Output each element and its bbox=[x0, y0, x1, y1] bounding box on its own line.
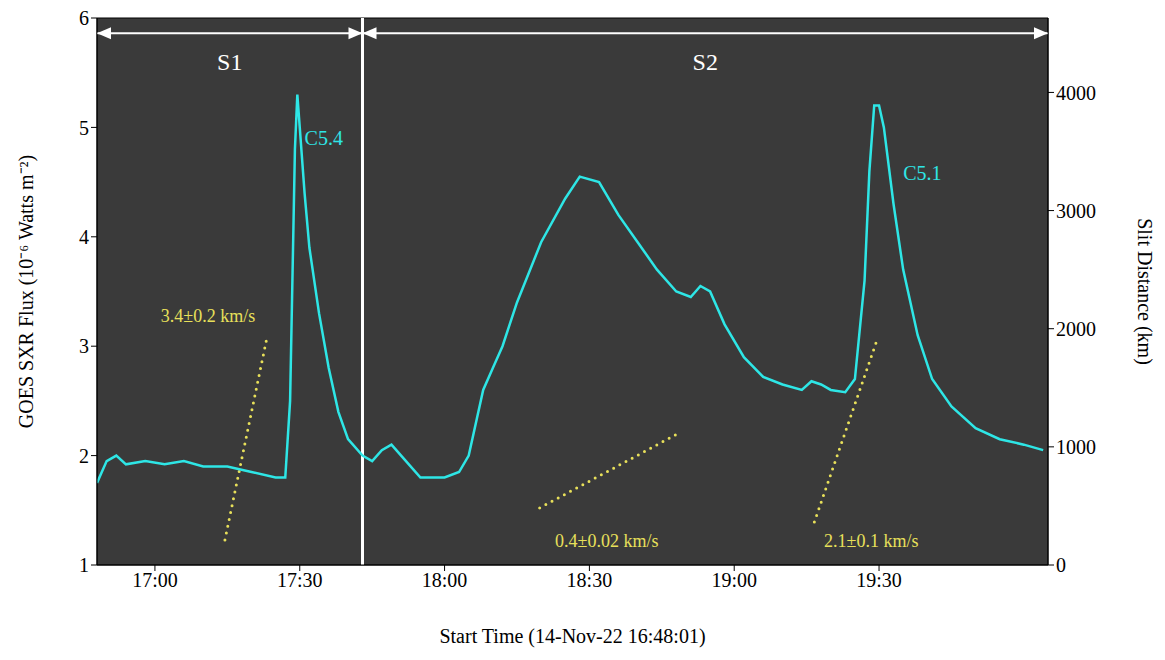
svg-text:2.1±0.1 km/s: 2.1±0.1 km/s bbox=[824, 531, 918, 551]
svg-text:1: 1 bbox=[79, 554, 89, 576]
svg-text:C5.4: C5.4 bbox=[305, 127, 343, 149]
svg-text:19:00: 19:00 bbox=[711, 569, 757, 591]
svg-text:3: 3 bbox=[79, 335, 89, 357]
svg-text:18:00: 18:00 bbox=[422, 569, 468, 591]
svg-text:17:30: 17:30 bbox=[277, 569, 323, 591]
svg-text:1000: 1000 bbox=[1056, 436, 1096, 458]
svg-text:3000: 3000 bbox=[1056, 200, 1096, 222]
svg-text:2: 2 bbox=[79, 445, 89, 467]
svg-text:Start Time (14-Nov-22 16:48:01: Start Time (14-Nov-22 16:48:01) bbox=[439, 625, 705, 648]
svg-text:5: 5 bbox=[79, 117, 89, 139]
svg-text:18:30: 18:30 bbox=[567, 569, 613, 591]
svg-text:3.4±0.2 km/s: 3.4±0.2 km/s bbox=[161, 306, 255, 326]
svg-text:17:00: 17:00 bbox=[132, 569, 178, 591]
svg-text:GOES SXR Flux (10⁻⁶ Watts m⁻²): GOES SXR Flux (10⁻⁶ Watts m⁻²) bbox=[15, 155, 38, 428]
svg-text:19:30: 19:30 bbox=[856, 569, 902, 591]
svg-text:2000: 2000 bbox=[1056, 318, 1096, 340]
svg-text:S1: S1 bbox=[217, 49, 242, 75]
svg-text:S2: S2 bbox=[693, 49, 718, 75]
svg-text:Slit Distance (km): Slit Distance (km) bbox=[1133, 218, 1156, 365]
svg-text:4: 4 bbox=[79, 226, 89, 248]
svg-text:4000: 4000 bbox=[1056, 82, 1096, 104]
svg-text:6: 6 bbox=[79, 7, 89, 29]
svg-text:C5.1: C5.1 bbox=[903, 162, 941, 184]
svg-text:0: 0 bbox=[1056, 554, 1066, 576]
svg-text:0.4±0.02 km/s: 0.4±0.02 km/s bbox=[555, 531, 658, 551]
